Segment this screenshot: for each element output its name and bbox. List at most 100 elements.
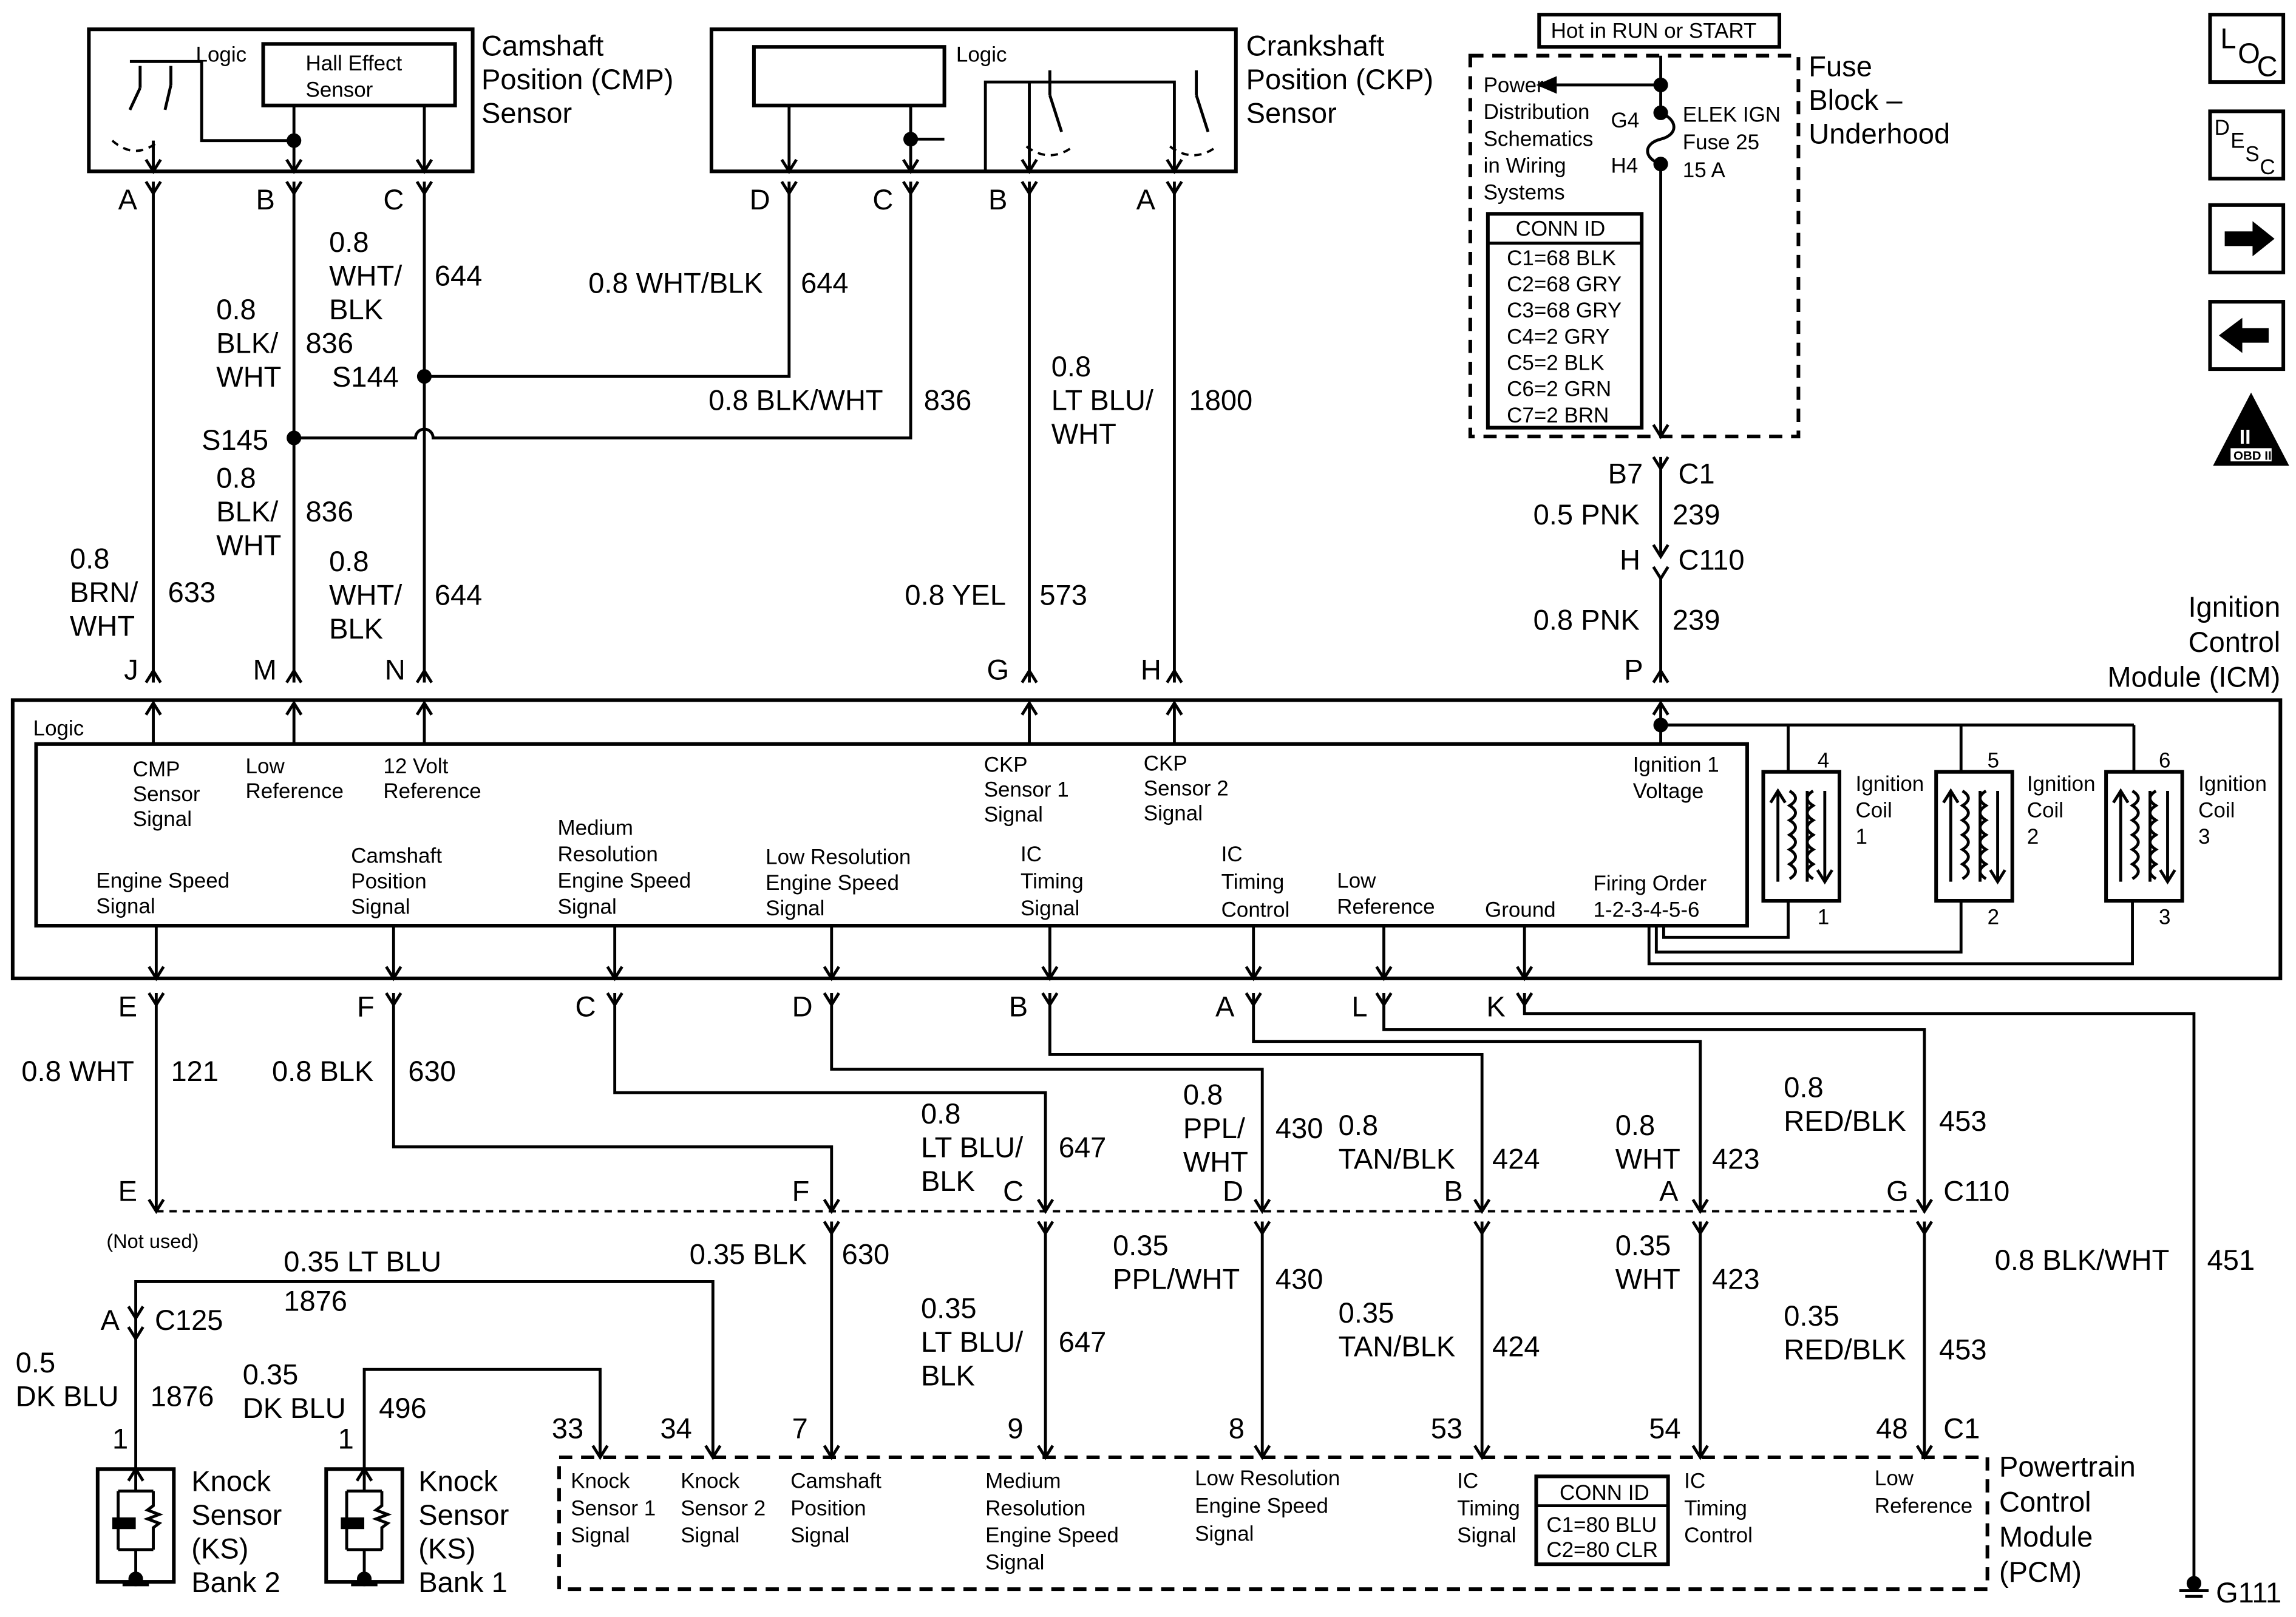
circuit-836: 836 (306, 495, 354, 527)
text-line: IC (1021, 842, 1042, 866)
circuit-630: 630 (408, 1055, 456, 1087)
arrow-up-icon (1942, 788, 1960, 804)
text-line: TAN/BLK (1339, 1143, 1456, 1175)
coil-core (1776, 791, 1827, 882)
arrow-down-icon (591, 1445, 609, 1460)
coil-1-top-terminal: 4 (1818, 748, 1829, 772)
loc-l: L (2220, 22, 2236, 55)
fuse-terminal-g4: G4 (1611, 109, 1640, 132)
text-line: 2 (2027, 825, 2039, 849)
c110-pin-d: D (1223, 1175, 1243, 1207)
text-line: Knock (191, 1465, 271, 1497)
pcm-low-ref-label: Low Reference (1875, 1466, 1972, 1518)
text-line: C6=2 GRN (1507, 378, 1611, 401)
text-line: Medium (558, 816, 633, 839)
text-line: Resolution (558, 842, 658, 866)
text-line: IC (1221, 842, 1243, 866)
arrow-down-icon (1254, 1199, 1271, 1215)
text-line: TAN/BLK (1339, 1330, 1456, 1362)
text-line: 1 (1856, 825, 1867, 849)
text-line: 0.8 (1051, 350, 1091, 382)
icm-pin-j: J (124, 654, 138, 686)
text-line: Signal (984, 803, 1043, 827)
text-line: WHT (1183, 1145, 1248, 1178)
text-line: Signal (351, 895, 410, 919)
arrow-down-icon (2159, 869, 2176, 885)
pcm-conn-id-rows: C1=80 BLU C2=80 CLR (1546, 1513, 1658, 1562)
text-line: Timing (1457, 1496, 1520, 1520)
next-button[interactable] (2208, 203, 2286, 274)
text-line: Signal (681, 1524, 739, 1547)
knock-sensor-bank1-label: Knock Sensor (KS) Bank 1 (418, 1465, 509, 1598)
text-line: (KS) (418, 1532, 475, 1564)
ground-icon (2186, 1576, 2201, 1591)
circuit-644: 644 (435, 260, 483, 292)
circuit-630: 630 (842, 1238, 890, 1270)
wire-label-ckp-d: 0.8 WHT/BLK (588, 267, 763, 299)
wire-label-blk-wht: 0.8 BLK/WHT (216, 293, 281, 393)
desc-button[interactable]: D E S C (2208, 109, 2286, 181)
ground-icon (128, 1571, 143, 1587)
wire (294, 181, 912, 439)
wire-label-ppl-wht: 0.8 PPL/WHT (1183, 1078, 1248, 1178)
text-line: Sensor (191, 1499, 282, 1531)
coil-core (2119, 791, 2169, 882)
c110-pin-f: F (792, 1175, 810, 1207)
text-line: (PCM) (1999, 1556, 2082, 1588)
c110-pin-c: C (1003, 1175, 1024, 1207)
icm-pin-k: K (1486, 991, 1505, 1023)
text-line: PPL/ (1183, 1112, 1246, 1144)
icm-med-res-label: Medium Resolution Engine Speed Signal (558, 816, 691, 918)
coil-1-label: Ignition Coil 1 (1856, 772, 1924, 849)
cmp-switch-circuit (128, 59, 426, 172)
pcm-pin-48: 48 (1876, 1412, 1907, 1445)
splice-dot (1653, 157, 1668, 172)
ckp-sensor-element (752, 45, 946, 107)
icm-12v-ref-label: 12 Volt Reference (383, 754, 481, 803)
fuse-block-box (1468, 53, 1801, 439)
text-line: Low Resolution (1195, 1466, 1340, 1490)
ckp-switch-arc (1169, 145, 1218, 157)
text-line: C3=68 GRY (1507, 299, 1622, 322)
arrow-up-icon (1166, 668, 1183, 683)
text-line: Camshaft (481, 30, 603, 62)
splice-dot (1653, 105, 1668, 120)
text-line: WHT/ (329, 260, 402, 292)
text-line: Coil (1856, 798, 1892, 822)
icm-ground-label: Ground (1485, 898, 1556, 922)
text-line: Sensor (418, 1499, 509, 1531)
pcm-ic-control-label: IC Timing Control (1684, 1470, 1753, 1547)
text-line: Reference (1875, 1494, 1972, 1518)
arrow-down-icon (704, 1445, 722, 1460)
text-line: Medium (985, 1470, 1061, 1493)
icm-logic-box (34, 742, 1749, 928)
arrow-down-icon (1254, 1445, 1271, 1460)
text-line: Signal (558, 895, 617, 919)
text-line: 15 A (1683, 158, 1726, 182)
arrow-left-icon (2218, 317, 2269, 353)
text-line: RED/BLK (1784, 1333, 1906, 1365)
text-line: Position (CKP) (1246, 63, 1434, 95)
ckp-sensor-box (709, 27, 1238, 174)
icm-low-ref-label: Low Reference (246, 754, 344, 803)
coil-return-wire (1647, 901, 2134, 966)
prev-button[interactable] (2208, 300, 2286, 371)
power-distribution-link[interactable]: Power Distribution Schematics in Wiring Syst… (1484, 73, 1594, 205)
piezo-crystal-icon (112, 1517, 136, 1530)
loc-button[interactable]: L O C (2208, 13, 2286, 84)
icm-pin-d: D (792, 991, 813, 1023)
arrow-down-icon (1691, 1445, 1709, 1460)
text-line: BLK (329, 293, 383, 325)
circuit-453: 453 (1939, 1333, 1987, 1365)
circuit-423: 423 (1712, 1143, 1760, 1175)
wire (424, 181, 791, 378)
connector-c125: C125 (155, 1304, 223, 1336)
text-line: Sensor 1 (984, 778, 1069, 802)
circuit-121: 121 (171, 1055, 219, 1087)
text-line: Knock (571, 1470, 630, 1493)
obd-ii-icon[interactable]: OBD II II (2213, 392, 2289, 466)
pcm-pin-53: 53 (1431, 1412, 1462, 1445)
pcm-pin-8: 8 (1229, 1412, 1245, 1445)
obd-ii-text: OBD II (2233, 449, 2272, 463)
wire-label-red-blk: 0.8 RED/BLK (1784, 1071, 1906, 1137)
